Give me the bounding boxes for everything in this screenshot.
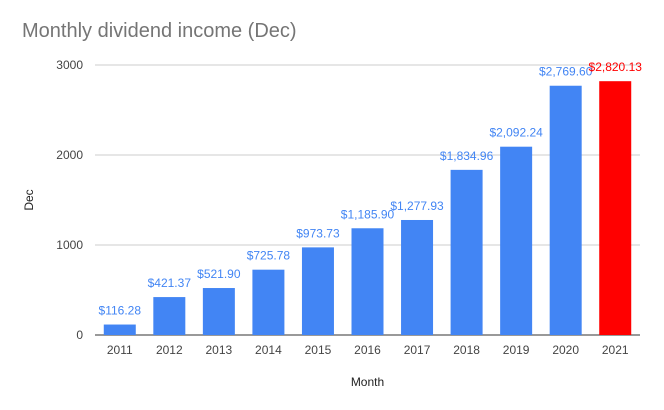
data-label-2015: $973.73	[296, 226, 340, 240]
bar-2013	[202, 288, 235, 335]
data-label-2021: $2,820.13	[589, 60, 643, 74]
x-tick-label: 2015	[305, 343, 332, 357]
bar-2020	[549, 85, 582, 336]
data-label-2019: $2,092.24	[489, 126, 543, 140]
y-axis-ticks: 0 1000 2000 3000	[56, 58, 83, 342]
x-tick-label: 2016	[354, 343, 381, 357]
y-axis-title: Dec	[22, 189, 36, 210]
data-label-2017: $1,277.93	[390, 199, 444, 213]
bars	[103, 81, 632, 336]
bar-2012	[153, 297, 186, 335]
bar-2011	[103, 324, 136, 335]
x-tick-label: 2020	[552, 343, 579, 357]
x-tick-label: 2018	[453, 343, 480, 357]
x-tick-label: 2012	[156, 343, 183, 357]
bar-2015	[301, 247, 334, 335]
x-tick-label: 2014	[255, 343, 282, 357]
x-axis-ticks: 2011 2012 2013 2014 2015 2016 2017 2018 2019 2020…	[107, 343, 629, 357]
x-tick-label: 2021	[602, 343, 629, 357]
data-label-2011: $116.28	[99, 304, 142, 318]
x-axis-title: Month	[351, 375, 384, 389]
y-tick-label: 1000	[56, 238, 83, 252]
y-tick-label: 2000	[56, 148, 83, 162]
bar-2018	[450, 169, 483, 335]
data-label-2018: $1,834.96	[440, 149, 494, 163]
x-tick-label: 2011	[107, 343, 133, 357]
bar-2017	[401, 219, 434, 335]
bar-2019	[500, 146, 533, 335]
bar-2016	[351, 228, 384, 335]
data-label-2020: $2,769.60	[539, 65, 593, 79]
y-tick-label: 3000	[56, 58, 83, 72]
chart-title: Monthly dividend income (Dec)	[22, 20, 297, 42]
data-labels: $116.28 $421.37 $521.90 $725.78 $973.73$1,18…	[99, 60, 643, 317]
data-label-2016: $1,185.90	[341, 207, 395, 221]
x-tick-label: 2013	[206, 343, 233, 357]
x-tick-label: 2017	[404, 343, 431, 357]
bar-2021	[599, 81, 632, 336]
data-label-2013: $521.90	[197, 267, 241, 281]
y-tick-label: 0	[76, 328, 83, 342]
bar-2014	[252, 269, 285, 335]
data-label-2012: $421.37	[148, 276, 192, 290]
x-tick-label: 2019	[503, 343, 530, 357]
data-label-2014: $725.78	[247, 249, 291, 263]
